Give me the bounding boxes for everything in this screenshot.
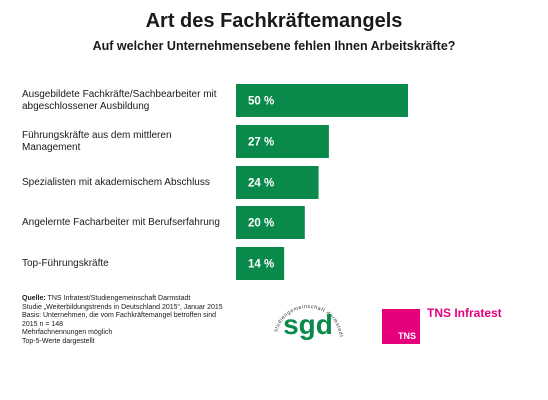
page-title: Art des Fachkräftemangels [145,10,403,32]
bar-1 [236,84,408,117]
bar-2 [236,125,329,158]
source-line: Quelle: TNS Infratest/Studiengemeinschaf… [22,295,252,304]
category-label-line: Ausgebildete Fachkräfte/Sachbearbeiter m… [22,88,217,100]
category-label-line: Führungskräfte aus dem mittleren Managem… [22,129,172,153]
category-label-3: Spezialisten mit akademischem Abschluss [22,166,232,199]
footer-line-study: Studie „Weiterbildungstrends in Deutschl… [22,303,223,311]
sgd-logo: studiengemeinschaft darmstadt sgd [273,304,343,340]
category-label-line: abgeschlossener Ausbildung [22,100,150,112]
tns-logo: TNS [382,309,420,344]
source-label: Quelle: [22,295,46,302]
footer-line-basis: Basis: Unternehmen, die vom Fachkräftema… [22,312,217,320]
category-label-line: Spezialisten mit akademischem Abschluss [22,176,210,188]
bar-value-label-2: 27 % [248,137,274,149]
category-label-line: Top-Führungskräfte [22,257,109,269]
category-label-5: Top-Führungskräfte [22,247,232,280]
bar-value-label-4: 20 % [248,218,274,230]
category-label-1: Ausgebildete Fachkräfte/Sachbearbeiter m… [22,84,232,117]
footer-line-top5: Top-5-Werte dargestellt [22,337,95,345]
source-text: TNS Infratest/Studiengemeinschaft Darmst… [45,295,191,302]
bar-value-label-5: 14 % [248,259,274,271]
bar-4 [236,206,305,239]
bar-5 [236,247,285,280]
footer-line-sample: 2015 n = 148 [22,320,64,328]
category-label-2: Führungskräfte aus dem mittleren Managem… [22,125,232,158]
category-label-line: Angelernte Facharbeiter mit Berufserfahr… [22,216,220,228]
category-label-4: Angelernte Facharbeiter mit Berufserfahr… [22,206,232,239]
source-footer: Quelle: TNS Infratest/Studiengemeinschaf… [22,295,252,347]
footer-line-multiple: Mehrfachnennungen möglich [22,329,113,337]
sgd-letters: sgd [283,309,333,340]
tns-infratest-logo: TNS Infratest [427,306,502,320]
bar-3 [236,166,319,199]
tns-logo-text: TNS [398,331,416,341]
bar-value-label-1: 50 % [248,96,274,108]
chart-subtitle: Auf welcher Unternehmensebene fehlen Ihn… [92,39,456,53]
bar-value-label-3: 24 % [248,178,274,190]
